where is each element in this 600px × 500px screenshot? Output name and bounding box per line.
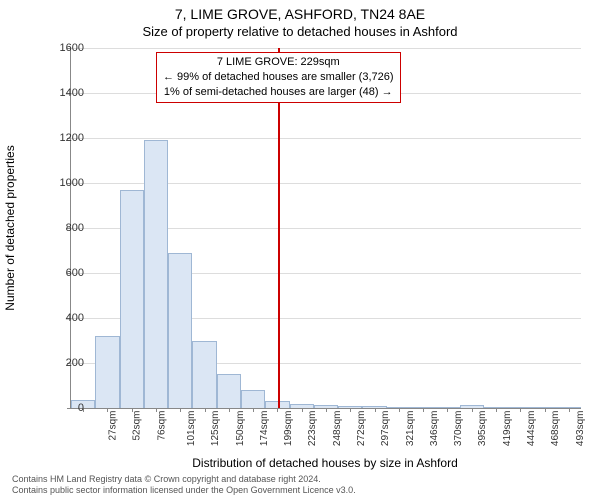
property-annotation: 7 LIME GROVE: 229sqm← 99% of detached ho…: [156, 52, 401, 103]
annotation-line: 7 LIME GROVE: 229sqm: [163, 55, 394, 70]
xtick-label: 370sqm: [453, 411, 464, 447]
ytick-label: 1400: [44, 87, 84, 99]
xtick-mark: [132, 408, 133, 412]
annotation-line: ← 99% of detached houses are smaller (3,…: [163, 70, 394, 85]
xtick-mark: [180, 408, 181, 412]
xtick-mark: [107, 408, 108, 412]
xtick-mark: [277, 408, 278, 412]
attribution: Contains HM Land Registry data © Crown c…: [12, 474, 356, 496]
xtick-label: 272sqm: [356, 411, 367, 447]
gridline-h: [71, 138, 581, 139]
xtick-label: 150sqm: [235, 411, 246, 447]
xtick-label: 395sqm: [478, 411, 489, 447]
y-axis-label: Number of detached properties: [3, 145, 17, 310]
xtick-mark: [545, 408, 546, 412]
ytick-label: 800: [44, 222, 84, 234]
xtick-mark: [496, 408, 497, 412]
attribution-line-2: Contains public sector information licen…: [12, 485, 356, 496]
ytick-label: 0: [44, 402, 84, 414]
chart-title: 7, LIME GROVE, ASHFORD, TN24 8AE: [0, 6, 600, 22]
ytick-label: 1200: [44, 132, 84, 144]
attribution-line-1: Contains HM Land Registry data © Crown c…: [12, 474, 356, 485]
xtick-label: 76sqm: [156, 411, 167, 441]
chart-subtitle: Size of property relative to detached ho…: [0, 24, 600, 39]
xtick-label: 174sqm: [259, 411, 270, 447]
xtick-label: 199sqm: [283, 411, 294, 447]
ytick-label: 200: [44, 357, 84, 369]
xtick-mark: [569, 408, 570, 412]
ytick-label: 1600: [44, 42, 84, 54]
xtick-mark: [472, 408, 473, 412]
x-axis-label: Distribution of detached houses by size …: [70, 456, 580, 470]
xtick-mark: [375, 408, 376, 412]
histogram-bar: [120, 190, 144, 408]
xtick-mark: [399, 408, 400, 412]
xtick-label: 101sqm: [186, 411, 197, 447]
histogram-bar: [192, 341, 216, 409]
xtick-mark: [326, 408, 327, 412]
histogram-bar: [241, 390, 265, 408]
chart-container: 7, LIME GROVE, ASHFORD, TN24 8AE Size of…: [0, 0, 600, 500]
ytick-label: 600: [44, 267, 84, 279]
xtick-mark: [205, 408, 206, 412]
ytick-label: 400: [44, 312, 84, 324]
xtick-label: 248sqm: [332, 411, 343, 447]
xtick-label: 27sqm: [108, 411, 119, 441]
xtick-label: 321sqm: [405, 411, 416, 447]
histogram-bar: [95, 336, 119, 408]
xtick-mark: [229, 408, 230, 412]
xtick-label: 419sqm: [502, 411, 513, 447]
histogram-bar: [144, 140, 168, 408]
xtick-label: 468sqm: [550, 411, 561, 447]
plot-area: 27sqm52sqm76sqm101sqm125sqm150sqm174sqm1…: [70, 48, 581, 409]
xtick-label: 297sqm: [380, 411, 391, 447]
histogram-bar: [168, 253, 192, 408]
xtick-label: 52sqm: [132, 411, 143, 441]
gridline-h: [71, 48, 581, 49]
xtick-mark: [423, 408, 424, 412]
xtick-mark: [253, 408, 254, 412]
xtick-mark: [350, 408, 351, 412]
xtick-mark: [520, 408, 521, 412]
xtick-label: 223sqm: [308, 411, 319, 447]
xtick-mark: [302, 408, 303, 412]
xtick-label: 493sqm: [575, 411, 586, 447]
xtick-label: 125sqm: [210, 411, 221, 447]
xtick-label: 346sqm: [429, 411, 440, 447]
annotation-line: 1% of semi-detached houses are larger (4…: [163, 85, 394, 100]
ytick-label: 1000: [44, 177, 84, 189]
xtick-label: 444sqm: [526, 411, 537, 447]
xtick-mark: [447, 408, 448, 412]
histogram-bar: [217, 374, 241, 408]
xtick-mark: [156, 408, 157, 412]
